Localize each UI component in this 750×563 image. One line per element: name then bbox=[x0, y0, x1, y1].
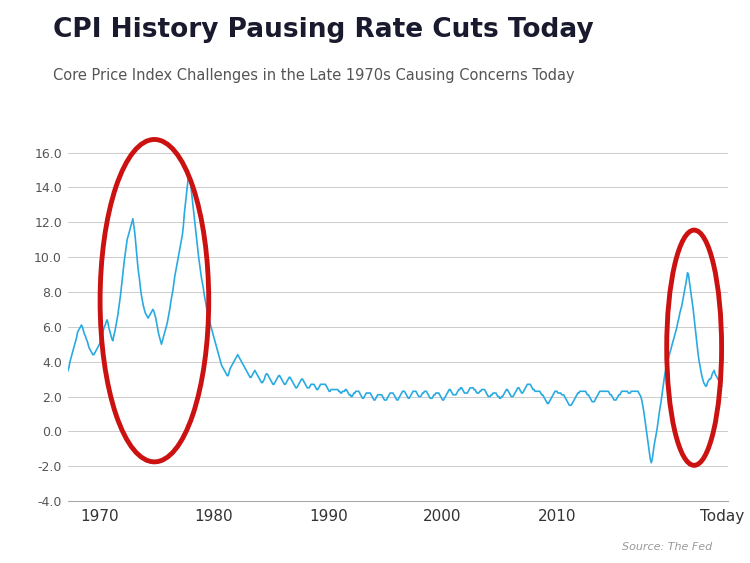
Text: Source: The Fed: Source: The Fed bbox=[622, 542, 712, 552]
Text: CPI History Pausing Rate Cuts Today: CPI History Pausing Rate Cuts Today bbox=[53, 17, 593, 43]
Text: Core Price Index Challenges in the Late 1970s Causing Concerns Today: Core Price Index Challenges in the Late … bbox=[53, 68, 574, 83]
